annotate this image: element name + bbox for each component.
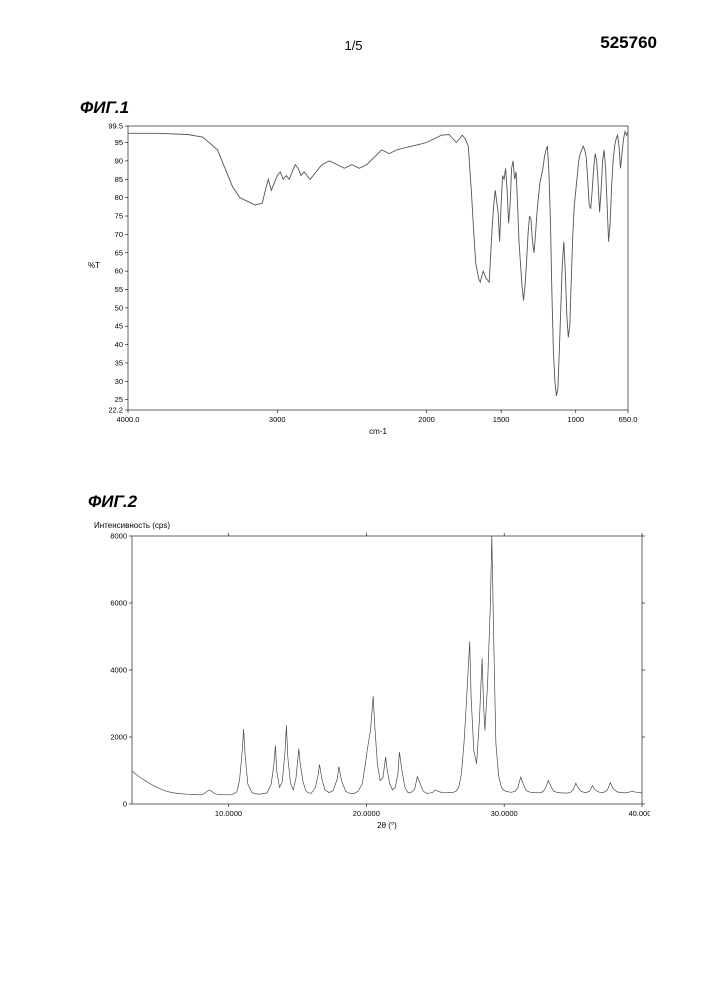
svg-text:85: 85 (115, 175, 123, 184)
svg-text:1000: 1000 (567, 415, 584, 424)
svg-text:30.0000: 30.0000 (491, 809, 518, 818)
svg-text:75: 75 (115, 212, 123, 221)
svg-text:40.0000: 40.0000 (628, 809, 650, 818)
svg-text:2θ (°): 2θ (°) (377, 821, 397, 830)
svg-text:4000.0: 4000.0 (117, 415, 140, 424)
svg-text:50: 50 (115, 303, 123, 312)
svg-text:35: 35 (115, 358, 123, 367)
svg-text:22.2: 22.2 (108, 406, 123, 415)
svg-text:45: 45 (115, 322, 123, 331)
svg-text:65: 65 (115, 248, 123, 257)
svg-text:40: 40 (115, 340, 123, 349)
svg-text:6000: 6000 (110, 599, 127, 608)
svg-text:30: 30 (115, 377, 123, 386)
svg-text:cm-1: cm-1 (369, 427, 387, 436)
svg-text:90: 90 (115, 156, 123, 165)
svg-text:70: 70 (115, 230, 123, 239)
svg-text:80: 80 (115, 193, 123, 202)
svg-text:4000: 4000 (110, 666, 127, 675)
svg-text:650.0: 650.0 (619, 415, 638, 424)
svg-text:55: 55 (115, 285, 123, 294)
figure-1-chart: 22.2 25 30 35 40 45 50 55 60 65 70 75 80 85 90 95 99.5 %T… (80, 118, 640, 438)
figure-2-chart: Интенсивность (cps) 0 2000 4000 6000 8000 10.0… (80, 512, 650, 832)
svg-text:95: 95 (115, 138, 123, 147)
document-id: 525760 (600, 33, 657, 53)
svg-text:Интенсивность (cps): Интенсивность (cps) (94, 521, 170, 530)
figure-2-label: ФИГ.2 (88, 492, 137, 512)
ir-spectrum-plot: 22.2 25 30 35 40 45 50 55 60 65 70 75 80 85 90 95 99.5 %T… (80, 118, 640, 438)
svg-text:2000: 2000 (110, 733, 127, 742)
svg-text:%T: %T (88, 261, 100, 270)
svg-text:60: 60 (115, 267, 123, 276)
svg-text:99.5: 99.5 (108, 122, 123, 131)
svg-text:0: 0 (123, 800, 127, 809)
figure-1-label: ФИГ.1 (80, 98, 129, 118)
svg-text:8000: 8000 (110, 532, 127, 541)
svg-text:1500: 1500 (493, 415, 510, 424)
svg-text:3000: 3000 (269, 415, 286, 424)
svg-text:20.0000: 20.0000 (353, 809, 380, 818)
svg-text:10.0000: 10.0000 (215, 809, 242, 818)
svg-text:2000: 2000 (418, 415, 435, 424)
page-number: 1/5 (344, 38, 362, 53)
svg-text:25: 25 (115, 395, 123, 404)
xrd-pattern-plot: Интенсивность (cps) 0 2000 4000 6000 8000 10.0… (80, 512, 650, 832)
